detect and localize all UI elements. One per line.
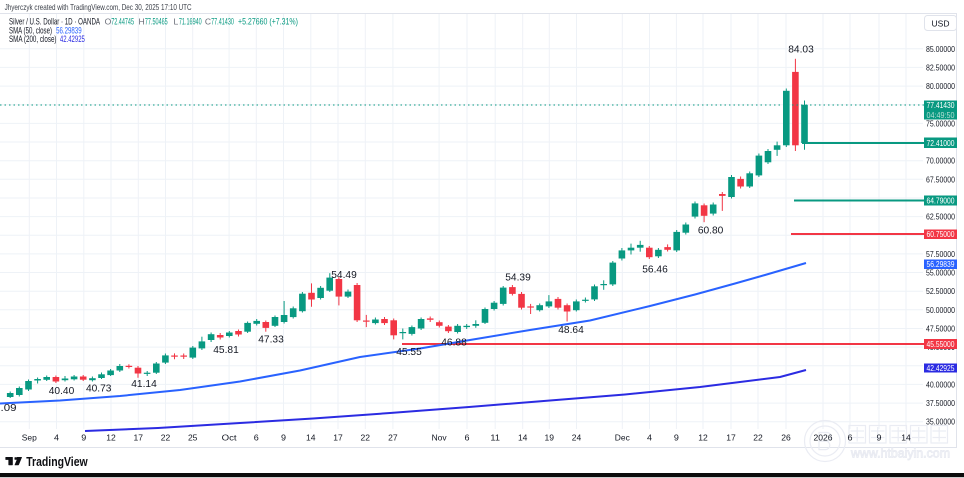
svg-text:25: 25 [188, 433, 198, 443]
svg-text:+5.27660 (+7.31%): +5.27660 (+7.31%) [238, 17, 298, 27]
svg-text:64.79000: 64.79000 [927, 196, 955, 206]
svg-text:82.50000: 82.50000 [926, 62, 955, 72]
svg-text:56.29839: 56.29839 [56, 26, 82, 36]
svg-text:14: 14 [901, 433, 911, 443]
svg-text:17: 17 [333, 433, 343, 443]
svg-text:27: 27 [388, 433, 398, 443]
svg-text:85.00000: 85.00000 [926, 44, 955, 54]
svg-text:48.64: 48.64 [558, 324, 584, 336]
svg-text:USD: USD [932, 18, 950, 28]
svg-text:56.29839: 56.29839 [927, 259, 955, 269]
svg-text:46.88: 46.88 [441, 337, 467, 349]
svg-text:14: 14 [306, 433, 316, 443]
svg-text:37.50000: 37.50000 [926, 398, 955, 408]
svg-text:19: 19 [545, 433, 555, 443]
svg-text:72.41000: 72.41000 [927, 138, 955, 148]
svg-text:60.80: 60.80 [698, 224, 724, 236]
svg-text:9: 9 [674, 433, 679, 443]
svg-text:L: L [174, 17, 179, 27]
svg-text:Sep: Sep [22, 433, 37, 443]
svg-text:45.55: 45.55 [396, 346, 422, 358]
svg-text:45.81: 45.81 [213, 344, 239, 356]
svg-text:42.42925: 42.42925 [60, 34, 85, 44]
svg-text:6: 6 [254, 433, 259, 443]
svg-text:9: 9 [81, 433, 86, 443]
svg-text:62.50000: 62.50000 [926, 212, 955, 222]
svg-text:Silver / U.S. Dollar · 1D · OA: Silver / U.S. Dollar · 1D · OANDA [9, 17, 101, 27]
svg-text:60.75000: 60.75000 [927, 229, 955, 239]
svg-text:O: O [105, 17, 112, 27]
svg-text:9: 9 [281, 433, 286, 443]
svg-text:9: 9 [877, 433, 882, 443]
svg-text:12: 12 [106, 433, 116, 443]
svg-text:54.49: 54.49 [331, 269, 357, 281]
svg-text:22: 22 [161, 433, 171, 443]
svg-text:14: 14 [518, 433, 528, 443]
svg-text:C: C [205, 17, 211, 27]
svg-text:11: 11 [490, 433, 500, 443]
svg-text:80.00000: 80.00000 [926, 81, 955, 91]
svg-text:04:49:50: 04:49:50 [927, 110, 955, 120]
svg-text:17: 17 [726, 433, 736, 443]
svg-text:40.00000: 40.00000 [926, 379, 955, 389]
svg-text:4: 4 [647, 433, 652, 443]
svg-text:17: 17 [134, 433, 144, 443]
svg-text:72.44745: 72.44745 [111, 17, 134, 27]
svg-text:40.73: 40.73 [86, 383, 112, 395]
svg-text:Oct: Oct [222, 433, 238, 443]
svg-text:77.41430: 77.41430 [211, 17, 234, 27]
svg-text:42.42925: 42.42925 [927, 363, 955, 373]
svg-text:35.00000: 35.00000 [926, 417, 955, 427]
svg-text:77.50465: 77.50465 [145, 17, 168, 27]
svg-text:71.16940: 71.16940 [179, 17, 202, 27]
svg-text:26: 26 [781, 433, 791, 443]
svg-text:54.39: 54.39 [505, 272, 531, 284]
svg-text:75.00000: 75.00000 [926, 118, 955, 128]
svg-text:50.00000: 50.00000 [926, 305, 955, 315]
svg-text:SMA (200, close): SMA (200, close) [9, 34, 57, 44]
svg-text:2026: 2026 [814, 433, 833, 443]
svg-text:Nov: Nov [432, 433, 448, 443]
svg-text:47.33: 47.33 [258, 334, 284, 346]
svg-text:45.55000: 45.55000 [927, 339, 955, 349]
svg-text:Dec: Dec [615, 433, 631, 443]
svg-text:TradingView: TradingView [26, 455, 88, 469]
svg-text:12: 12 [698, 433, 708, 443]
svg-text:22: 22 [361, 433, 371, 443]
svg-text:www.htbaiyin.com: www.htbaiyin.com [850, 446, 950, 461]
svg-text:H: H [139, 17, 145, 27]
svg-text:84.03: 84.03 [788, 43, 814, 55]
svg-text:.09: .09 [1, 402, 17, 414]
svg-text:57.50000: 57.50000 [926, 249, 955, 259]
svg-text:SMA (50, close): SMA (50, close) [9, 26, 52, 36]
svg-text:40.40: 40.40 [49, 385, 75, 397]
svg-text:67.50000: 67.50000 [926, 174, 955, 184]
svg-text:56.46: 56.46 [642, 264, 668, 276]
svg-text:70.00000: 70.00000 [926, 156, 955, 166]
svg-text:41.14: 41.14 [131, 378, 157, 390]
svg-text:6: 6 [465, 433, 470, 443]
svg-text:77.41430: 77.41430 [927, 100, 955, 110]
svg-text:Jhyerczyk created with Trading: Jhyerczyk created with TradingView.com, … [5, 2, 192, 12]
svg-text:47.50000: 47.50000 [926, 323, 955, 333]
svg-text:6: 6 [848, 433, 853, 443]
svg-text:24: 24 [572, 433, 582, 443]
svg-text:4: 4 [54, 433, 59, 443]
svg-text:55.00000: 55.00000 [926, 268, 955, 278]
svg-text:22: 22 [753, 433, 763, 443]
svg-text:52.50000: 52.50000 [926, 286, 955, 296]
